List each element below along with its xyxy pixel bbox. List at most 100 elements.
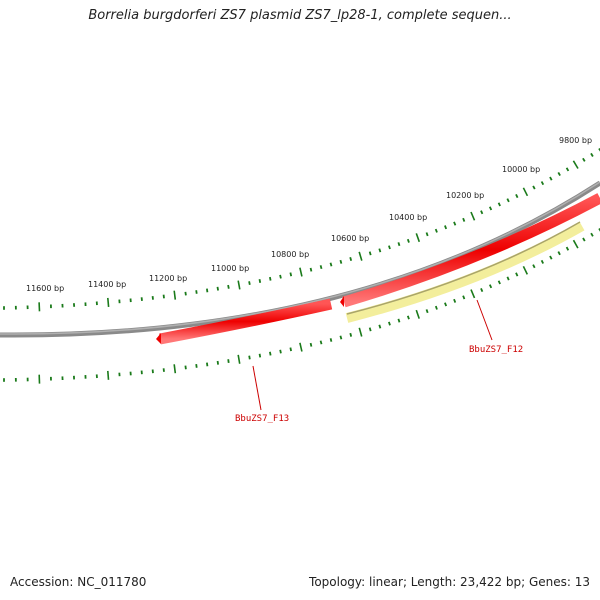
gene-bbuzs7-f13-arrow[interactable] xyxy=(158,298,333,345)
minor-tick-mark xyxy=(184,365,187,370)
plasmid-backbone xyxy=(0,180,600,338)
major-tick-mark xyxy=(173,364,177,374)
minor-tick-mark xyxy=(184,291,187,296)
minor-tick-mark xyxy=(557,251,561,256)
minor-tick-mark xyxy=(506,198,510,203)
outer-tick-ring xyxy=(3,148,600,312)
minor-tick-mark xyxy=(339,259,343,264)
minor-tick-mark xyxy=(532,264,536,269)
minor-tick-mark xyxy=(279,349,282,354)
tick-label: 11600 bp xyxy=(26,284,64,293)
topology-summary: Topology: linear; Length: 23,422 bp; Gen… xyxy=(309,575,590,589)
minor-tick-mark xyxy=(540,259,545,264)
major-tick-mark xyxy=(299,267,303,277)
minor-tick-mark xyxy=(248,281,251,285)
major-tick-mark xyxy=(173,290,177,300)
gene-label-bbuzs7-f12[interactable]: BbuZS7_F12 xyxy=(469,345,523,355)
minor-tick-mark xyxy=(397,318,401,323)
major-tick-mark xyxy=(358,251,363,261)
major-tick-mark xyxy=(572,160,579,169)
minor-tick-mark xyxy=(488,206,493,211)
map-title: Borrelia burgdorferi ZS7 plasmid ZS7_lp2… xyxy=(88,8,512,23)
minor-tick-mark xyxy=(549,176,553,181)
minor-tick-mark xyxy=(434,305,438,310)
gene-bbuzs7-f12-arrow[interactable] xyxy=(342,193,600,308)
gene-bbuzs7-f13-arrowhead[interactable] xyxy=(156,333,161,344)
major-tick-mark xyxy=(572,239,579,249)
gene-label-leader-f13 xyxy=(252,365,262,411)
minor-tick-mark xyxy=(444,302,448,307)
tick-label: 10600 bp xyxy=(331,234,369,243)
minor-tick-mark xyxy=(497,280,501,285)
minor-tick-mark xyxy=(388,321,391,326)
gene-reverse-band[interactable] xyxy=(345,221,585,323)
minor-tick-mark xyxy=(497,202,501,207)
minor-tick-mark xyxy=(195,290,198,294)
minor-tick-mark xyxy=(289,347,292,352)
minor-tick-mark xyxy=(565,246,570,251)
minor-tick-mark xyxy=(565,167,570,172)
minor-tick-mark xyxy=(532,185,536,190)
minor-tick-mark xyxy=(480,288,484,293)
minor-tick-mark xyxy=(434,228,438,233)
minor-tick-mark xyxy=(549,255,553,260)
minor-tick-mark xyxy=(269,276,272,281)
minor-tick-mark xyxy=(248,355,251,360)
minor-tick-mark xyxy=(515,272,519,277)
minor-tick-mark xyxy=(279,274,282,279)
tick-label: 10400 bp xyxy=(389,213,427,222)
minor-tick-mark xyxy=(269,351,272,356)
minor-tick-mark xyxy=(349,257,353,262)
gene-label-bbuzs7-f13[interactable]: BbuZS7_F13 xyxy=(235,414,289,424)
major-tick-mark xyxy=(470,211,476,221)
minor-tick-mark xyxy=(227,359,230,364)
major-tick-mark xyxy=(470,289,476,299)
minor-tick-mark xyxy=(258,279,262,283)
gene-bbuzs7-f12-arrowhead[interactable] xyxy=(340,296,344,307)
minor-tick-mark xyxy=(258,353,262,358)
minor-tick-mark xyxy=(444,225,448,230)
tick-label: 11200 bp xyxy=(149,274,187,283)
minor-tick-mark xyxy=(378,324,382,329)
minor-tick-mark xyxy=(598,148,600,152)
tick-label: 9800 bp xyxy=(559,136,592,145)
minor-tick-mark xyxy=(582,237,586,242)
inner-tick-ring xyxy=(3,228,600,384)
minor-tick-mark xyxy=(329,338,333,342)
accession-text: Accession: NC_011780 xyxy=(10,575,147,589)
minor-tick-mark xyxy=(462,217,466,222)
minor-tick-mark xyxy=(557,171,561,177)
major-tick-mark xyxy=(522,187,529,197)
minor-tick-mark xyxy=(462,295,466,300)
minor-tick-mark xyxy=(195,363,198,368)
minor-tick-mark xyxy=(425,309,429,314)
tick-label: 11400 bp xyxy=(88,280,126,289)
gene-reverse-band-edge xyxy=(346,221,581,315)
major-tick-mark xyxy=(237,354,241,364)
major-tick-mark xyxy=(107,297,110,307)
minor-tick-mark xyxy=(216,286,219,291)
minor-tick-mark xyxy=(515,194,519,199)
minor-tick-mark xyxy=(388,245,391,250)
minor-tick-mark xyxy=(309,267,313,272)
minor-tick-mark xyxy=(289,272,293,277)
major-tick-mark xyxy=(237,280,241,290)
gene-label-leader-f12 xyxy=(476,299,493,341)
minor-tick-mark xyxy=(397,242,401,247)
minor-tick-mark xyxy=(206,362,209,367)
minor-tick-mark xyxy=(309,342,313,347)
minor-tick-mark xyxy=(368,327,372,332)
minor-tick-mark xyxy=(319,340,323,345)
minor-tick-mark xyxy=(590,232,594,237)
plasmid-backbone-highlight xyxy=(0,181,600,335)
major-tick-mark xyxy=(107,370,110,380)
tick-labels: 11600 bp 11400 bp 11200 bp 11000 bp 1080… xyxy=(26,136,592,293)
minor-tick-mark xyxy=(227,284,230,289)
tick-label: 10000 bp xyxy=(502,165,540,174)
minor-tick-mark xyxy=(368,251,372,256)
tick-label: 10800 bp xyxy=(271,250,309,259)
minor-tick-mark xyxy=(453,298,457,303)
minor-tick-mark xyxy=(506,276,510,281)
minor-tick-mark xyxy=(540,181,545,186)
